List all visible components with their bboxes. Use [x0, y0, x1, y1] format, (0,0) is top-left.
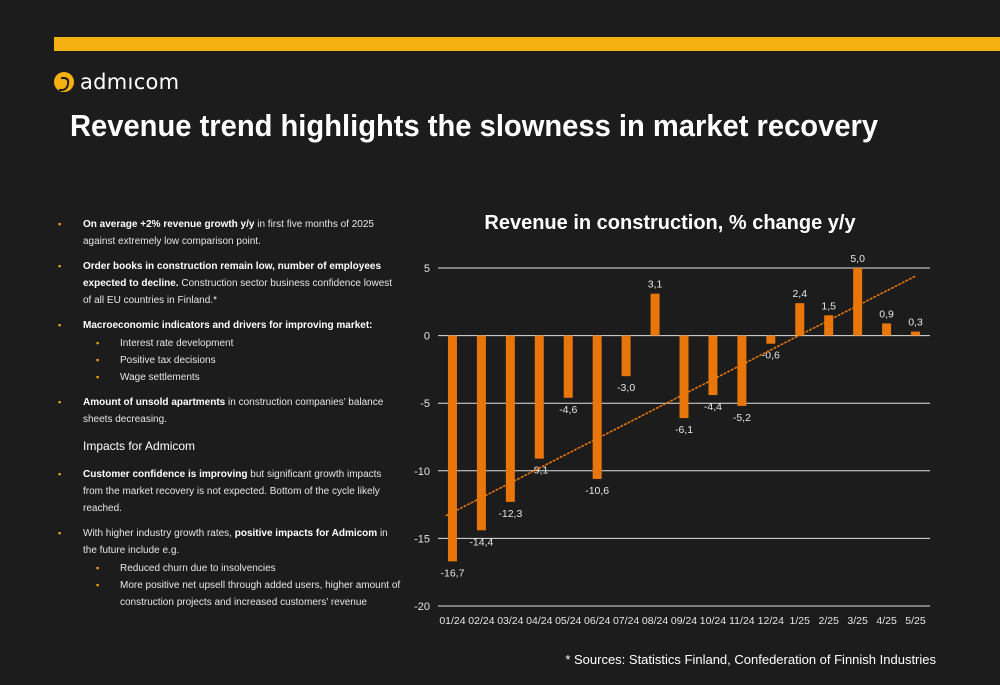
brand-name: admıcom	[80, 70, 180, 94]
bar	[621, 335, 631, 377]
bar	[766, 335, 776, 344]
data-label: -3,0	[617, 382, 635, 394]
data-label: 1,5	[821, 300, 836, 312]
data-label: -9,1	[530, 465, 548, 477]
left-bullets: On average +2% revenue growth y/y in fir…	[58, 216, 403, 619]
x-tick-label: 08/24	[642, 615, 668, 627]
bar	[447, 335, 457, 562]
macro-sublist: Interest rate development Positive tax d…	[58, 335, 403, 386]
bar	[650, 293, 660, 336]
chart-title: Revenue in construction, % change y/y	[484, 212, 856, 234]
data-label: 5,0	[850, 253, 865, 265]
x-tick-label: 05/24	[555, 615, 581, 627]
top-accent-bar	[54, 37, 1000, 51]
bar	[795, 303, 805, 336]
x-tick-label: 09/24	[671, 615, 697, 627]
data-label: -12,3	[498, 508, 522, 520]
y-tick-label: -5	[420, 398, 430, 410]
bar	[679, 335, 689, 419]
bar	[708, 335, 718, 396]
brand-logo: admıcom	[54, 70, 179, 94]
bullet-order-books: Order books in construction remain low, …	[58, 258, 403, 309]
bar	[882, 323, 892, 336]
data-label: -16,7	[441, 567, 465, 579]
bullet-macro: Macroeconomic indicators and drivers for…	[58, 317, 403, 334]
bar	[911, 331, 921, 336]
y-tick-label: -15	[414, 533, 430, 545]
sub-item: Reduced churn due to insolvencies	[58, 560, 403, 577]
impacts-sublist: Reduced churn due to insolvencies More p…	[58, 560, 403, 611]
bar	[592, 335, 602, 479]
x-tick-label: 12/24	[758, 615, 784, 627]
admicom-logo-icon	[54, 72, 74, 92]
bullet-customer-confidence: Customer confidence is improving but sig…	[58, 466, 403, 517]
x-tick-label: 07/24	[613, 615, 639, 627]
data-label: 3,1	[648, 279, 663, 291]
x-tick-label: 1/25	[790, 615, 811, 627]
x-tick-label: 4/25	[876, 615, 897, 627]
sub-item: Wage settlements	[58, 369, 403, 386]
x-tick-label: 10/24	[700, 615, 726, 627]
bar	[505, 335, 515, 502]
bar	[534, 335, 544, 459]
x-tick-label: 11/24	[729, 615, 755, 627]
x-tick-label: 2/25	[818, 615, 839, 627]
x-tick-label: 02/24	[468, 615, 494, 627]
data-label: -6,1	[675, 424, 693, 436]
data-label: -5,2	[733, 412, 751, 424]
page-title: Revenue trend highlights the slowness in…	[70, 108, 879, 143]
x-tick-label: 04/24	[526, 615, 552, 627]
x-tick-label: 01/24	[439, 615, 465, 627]
impacts-heading: Impacts for Admicom	[83, 439, 196, 453]
x-tick-label: 3/25	[847, 615, 868, 627]
data-label: -4,4	[704, 401, 722, 413]
data-label: 0,9	[879, 308, 894, 320]
bullet-revenue-growth: On average +2% revenue growth y/y in fir…	[58, 216, 403, 250]
revenue-bar-chart: 5 0 -5 -10 -15 -20 -16,7 01/24 -14,4 02/24 -12,3 03…	[414, 253, 930, 627]
sub-item: More positive net upsell through added u…	[58, 577, 403, 611]
y-tick-label: -10	[414, 466, 430, 478]
y-tick-label: -20	[414, 601, 430, 613]
bar	[563, 335, 573, 398]
data-label: -0,6	[762, 350, 780, 362]
data-label: 2,4	[792, 288, 807, 300]
y-tick-label: 0	[424, 331, 430, 343]
y-tick-label: 5	[424, 263, 430, 275]
bar	[824, 315, 834, 336]
trendline	[445, 275, 917, 517]
x-tick-label: 03/24	[497, 615, 523, 627]
data-label: 0,3	[908, 317, 923, 329]
bar	[476, 335, 486, 531]
bar	[737, 335, 747, 406]
x-tick-label: 06/24	[584, 615, 610, 627]
bullet-unsold-apartments: Amount of unsold apartments in construct…	[58, 394, 403, 428]
bullet-positive-impacts: With higher industry growth rates, posit…	[58, 525, 403, 559]
data-label: -4,6	[559, 404, 577, 416]
x-tick-label: 5/25	[905, 615, 926, 627]
sub-item: Positive tax decisions	[58, 352, 403, 369]
data-label: -14,4	[469, 536, 493, 548]
data-label: -10,6	[585, 485, 609, 497]
source-note: * Sources: Statistics Finland, Confedera…	[565, 652, 936, 667]
sub-item: Interest rate development	[58, 335, 403, 352]
bar	[853, 268, 863, 336]
